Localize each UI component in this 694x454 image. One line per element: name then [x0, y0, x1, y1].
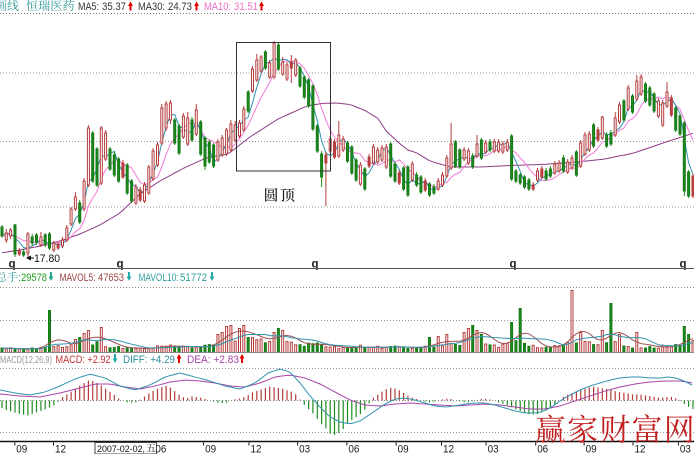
svg-text:17.80: 17.80	[34, 253, 60, 265]
svg-text:q: q	[509, 259, 516, 271]
svg-text:03: 03	[488, 444, 499, 454]
svg-text:MA30:: MA30:	[138, 1, 165, 13]
svg-text:09: 09	[205, 444, 216, 454]
svg-text:MACD(12,26,9): MACD(12,26,9)	[0, 355, 52, 366]
svg-text:06: 06	[537, 444, 548, 454]
svg-text:31.51: 31.51	[234, 1, 258, 13]
svg-text:MA10:: MA10:	[204, 1, 231, 13]
svg-text:09: 09	[16, 444, 27, 454]
svg-text:12: 12	[443, 444, 454, 454]
svg-text:06: 06	[155, 444, 166, 454]
svg-text:MACD: +2.92: MACD: +2.92	[56, 354, 111, 366]
svg-text:MAVOL5:: MAVOL5:	[60, 272, 96, 284]
svg-text:DEA: +2.83: DEA: +2.83	[187, 354, 239, 366]
svg-text:q: q	[311, 259, 318, 271]
svg-text:MAVOL10:: MAVOL10:	[139, 272, 179, 284]
svg-text:03: 03	[299, 444, 310, 454]
svg-text:q: q	[8, 259, 15, 271]
svg-text:12: 12	[251, 444, 262, 454]
svg-text:DIFF: +4.29: DIFF: +4.29	[123, 354, 175, 366]
svg-text::: :	[18, 272, 21, 284]
svg-text:09: 09	[398, 444, 409, 454]
svg-text:09: 09	[586, 444, 597, 454]
svg-text:12: 12	[635, 444, 646, 454]
svg-text:29578: 29578	[21, 272, 47, 284]
svg-text:03: 03	[680, 444, 691, 454]
svg-text:47653: 47653	[98, 272, 124, 284]
svg-text:q: q	[679, 259, 686, 271]
svg-text:MA5:: MA5:	[78, 1, 99, 13]
svg-text:35.37: 35.37	[102, 1, 126, 13]
svg-text:51772: 51772	[180, 272, 207, 284]
svg-text:12: 12	[55, 444, 66, 454]
svg-text:06: 06	[348, 444, 359, 454]
svg-text:24.73: 24.73	[168, 1, 192, 13]
svg-text:q: q	[116, 259, 123, 271]
svg-text:2007-02-02,: 2007-02-02,	[97, 444, 145, 454]
